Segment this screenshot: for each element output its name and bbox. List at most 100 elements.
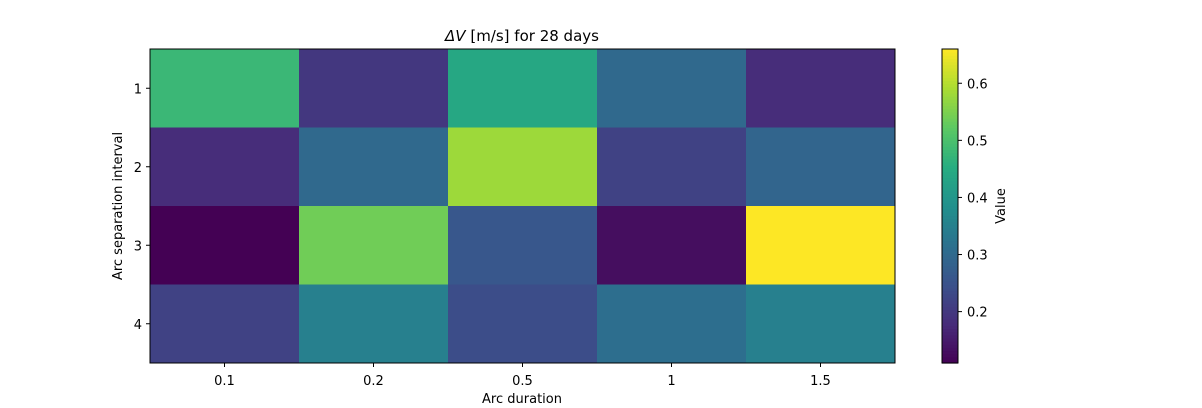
colorbar-segment (942, 319, 958, 323)
colorbar-segment (942, 350, 958, 355)
colorbar-segment (942, 114, 958, 119)
colorbar-segment (942, 209, 958, 213)
colorbar-segment (942, 174, 958, 179)
colorbar: 0.2 0.3 0.4 0.5 0.6 (941, 48, 988, 364)
colorbar-segment (942, 180, 958, 185)
heatmap-cell (746, 206, 896, 285)
colorbar-segment (942, 221, 958, 226)
colorbar-segment (942, 55, 958, 60)
colorbar-segment (942, 344, 958, 348)
colorbar-segment (942, 92, 958, 97)
colorbar-segment (942, 127, 958, 132)
colorbar-segment (942, 158, 958, 163)
colorbar-segment (942, 215, 958, 220)
colorbar-segment (942, 67, 958, 72)
colorbar-segment (942, 278, 958, 282)
heatmap-cell (746, 284, 896, 364)
heatmap-cell (150, 206, 300, 285)
colorbar-segment (942, 306, 958, 311)
colorbar-segment (942, 193, 958, 198)
colorbar-segment (942, 168, 958, 173)
colorbar-segment (942, 303, 958, 308)
colorbar-segment (942, 152, 958, 157)
colorbar-segment (942, 121, 958, 125)
colorbar-segment (942, 287, 958, 292)
colorbar-segment (942, 243, 958, 248)
colorbar-segment (942, 265, 958, 270)
colorbar-segment (942, 331, 958, 336)
heatmap-cell (597, 206, 747, 285)
colorbar-segment (942, 74, 958, 78)
colorbar-segment (942, 61, 958, 66)
heatmap-cell (448, 127, 598, 207)
colorbar-segment (942, 196, 958, 201)
colorbar-segment (942, 322, 958, 326)
colorbar-segment (942, 155, 958, 160)
colorbar-frame (941, 48, 959, 364)
x-tick-label: 1 (667, 374, 675, 389)
chart-title-symbol: ΔV (444, 27, 467, 45)
heatmap-cells (150, 49, 896, 364)
heatmap-cell (597, 127, 747, 207)
colorbar-segment (942, 328, 958, 333)
x-tick-label: 0.5 (512, 374, 533, 389)
colorbar-segment (942, 315, 958, 320)
colorbar-segment (942, 334, 958, 339)
x-tick-label: 0.1 (214, 374, 235, 389)
colorbar-segment (942, 341, 958, 345)
colorbar-segment (942, 234, 958, 238)
colorbar-segment (942, 86, 958, 91)
y-tick-label: 1 (134, 82, 142, 97)
colorbar-segment (942, 227, 958, 232)
colorbar-segment (942, 347, 958, 352)
colorbar-segment (942, 337, 958, 342)
colorbar-segment (942, 212, 958, 217)
colorbar-segment (942, 231, 958, 235)
colorbar-segment (942, 162, 958, 166)
heatmap-cell (597, 49, 747, 128)
colorbar-segment (942, 284, 958, 289)
colorbar-segment (942, 111, 958, 116)
colorbar-segment (942, 190, 958, 195)
colorbar-tick-label: 0.5 (967, 134, 988, 149)
colorbar-label: Value (994, 188, 1009, 224)
x-tick-label: 0.2 (363, 374, 384, 389)
colorbar-segment (942, 206, 958, 210)
x-axis-label: Arc duration (482, 392, 562, 407)
colorbar-segment (942, 83, 958, 88)
colorbar-segment (942, 202, 958, 207)
colorbar-segment (942, 262, 958, 267)
colorbar-segment (942, 89, 958, 94)
chart-title-text: [m/s] for 28 days (466, 27, 600, 45)
colorbar-segment (942, 140, 958, 144)
colorbar-segment (942, 58, 958, 63)
colorbar-segment (942, 49, 958, 53)
colorbar-segment (942, 105, 958, 110)
colorbar-segment (942, 64, 958, 69)
y-axis-label: Arc separation interval (111, 132, 126, 280)
colorbar-tick-label: 0.2 (967, 306, 988, 321)
colorbar-segment (942, 240, 958, 245)
chart-title: ΔV [m/s] for 28 days (444, 27, 599, 45)
colorbar-segment (942, 52, 958, 56)
y-tick-label: 3 (134, 239, 142, 254)
colorbar-tick-label: 0.6 (967, 77, 988, 92)
colorbar-tick-label: 0.4 (967, 191, 988, 206)
colorbar-segment (942, 108, 958, 113)
colorbar-segment (942, 224, 958, 229)
heatmap-cell (746, 49, 896, 128)
heatmap-cell (150, 284, 300, 364)
colorbar-segment (942, 300, 958, 304)
colorbar-segment (942, 118, 958, 122)
heatmap-cell (150, 127, 300, 207)
colorbar-segment (942, 146, 958, 151)
colorbar-segment (942, 325, 958, 330)
colorbar-segment (942, 356, 958, 361)
heatmap-cell (448, 49, 598, 128)
colorbar-segment (942, 96, 958, 100)
colorbar-segment (942, 271, 958, 276)
y-tick-label: 4 (134, 318, 142, 333)
y-axis-ticks: 1 2 3 4 (134, 82, 150, 333)
heatmap-cell (746, 127, 896, 207)
